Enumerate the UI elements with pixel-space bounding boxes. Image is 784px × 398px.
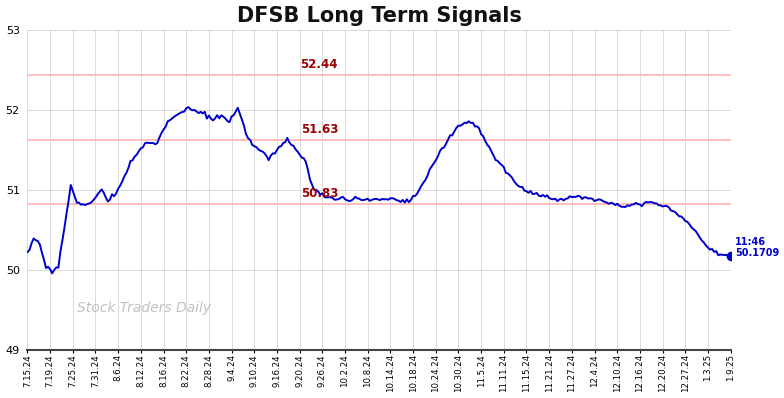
Point — [724, 253, 737, 259]
Title: DFSB Long Term Signals: DFSB Long Term Signals — [237, 6, 521, 25]
Text: 11:46
50.1709: 11:46 50.1709 — [735, 237, 779, 258]
Text: 52.44: 52.44 — [300, 58, 338, 71]
Text: 51.63: 51.63 — [300, 123, 338, 136]
Text: 50.83: 50.83 — [300, 187, 338, 200]
Text: Stock Traders Daily: Stock Traders Daily — [77, 301, 211, 315]
